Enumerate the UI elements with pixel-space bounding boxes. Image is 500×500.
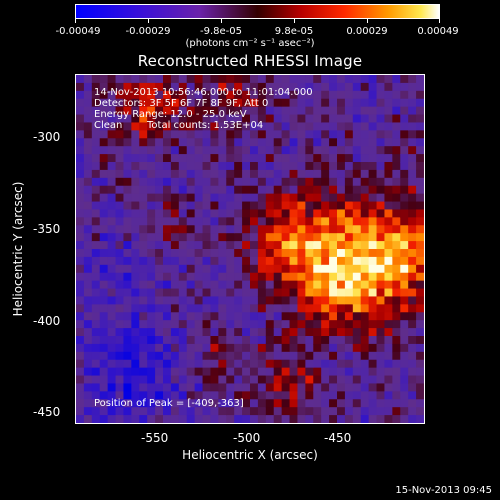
colorbar-tick: [367, 19, 368, 23]
y-tick-label: -300: [33, 130, 61, 144]
colorbar-tick-label: -9.8e-05: [200, 26, 242, 37]
plot-title: Reconstructed RHESSI Image: [137, 52, 363, 70]
rhessi-image-plot: [75, 74, 425, 424]
colorbar-gradient: [76, 5, 439, 18]
total-counts-annotation: Total counts: 1.53E+04: [147, 120, 264, 131]
colorbar-tick: [294, 19, 295, 23]
colorbar-tick: [221, 19, 222, 23]
x-tick-label: -450: [324, 431, 352, 445]
x-axis-label: Heliocentric X (arcsec): [182, 448, 318, 462]
colorbar-tick: [439, 19, 440, 23]
x-tick-label: -550: [141, 431, 169, 445]
colorbar-tick-label: 9.8e-05: [274, 26, 314, 37]
energy-range-annotation: Energy Range: 12.0 - 25.0 keV: [94, 109, 247, 120]
colorbar-tick-label: -0.00049: [55, 26, 101, 37]
rhessi-image-heatmap: [76, 75, 424, 423]
colorbar-tick-label: -0.00029: [125, 26, 171, 37]
colorbar-tick-label: 0.00049: [417, 26, 459, 37]
clean-annotation: Clean: [94, 120, 123, 131]
peak-position-annotation: Position of Peak = [-409,-363]: [94, 398, 244, 409]
colorbar-tick: [148, 19, 149, 23]
y-tick-label: -450: [33, 405, 61, 419]
y-tick-label: -400: [33, 314, 61, 328]
colorbar-tick-label: 0.00029: [346, 26, 388, 37]
timestamp-footer: 15-Nov-2013 09:45: [395, 485, 492, 496]
colorbar: [75, 4, 440, 19]
detectors-annotation: Detectors: 3F 5F 6F 7F 8F 9F, Att 0: [94, 98, 269, 109]
y-axis-label: Heliocentric Y (arcsec): [11, 181, 25, 317]
time-range-annotation: 14-Nov-2013 10:56:46.000 to 11:01:04.000: [94, 87, 313, 98]
colorbar-units: (photons cm⁻² s⁻¹ asec⁻²): [185, 38, 315, 49]
y-tick-label: -350: [33, 222, 61, 236]
colorbar-tick: [75, 19, 76, 23]
x-tick-label: -500: [233, 431, 261, 445]
